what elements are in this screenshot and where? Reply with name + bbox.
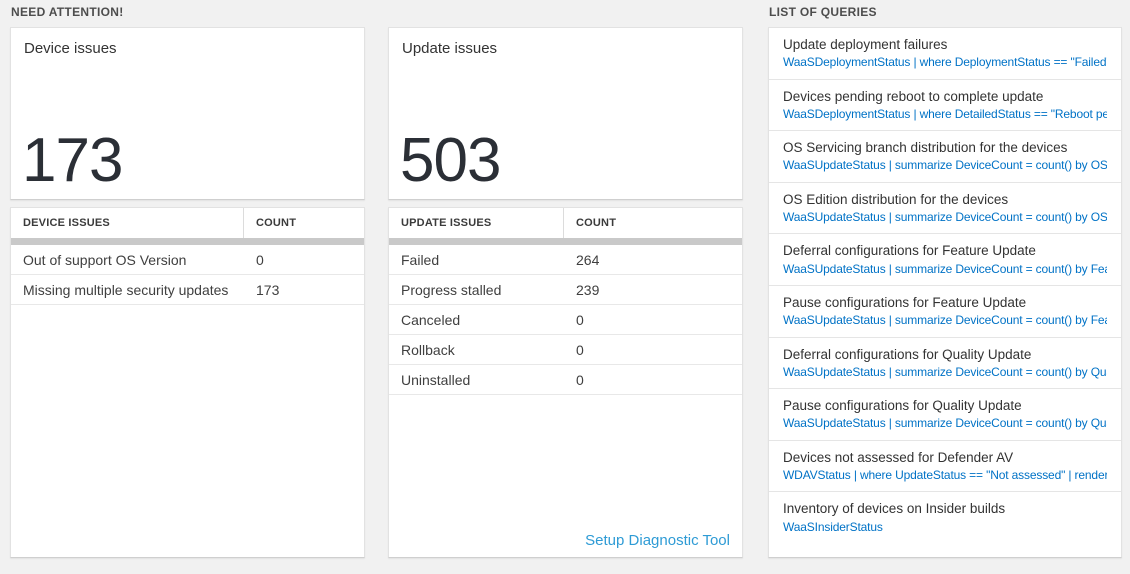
cell-issue-label: Out of support OS Version: [23, 251, 187, 268]
table-header-row: UPDATE ISSUES COUNT: [389, 208, 742, 238]
query-title: Deferral configurations for Feature Upda…: [783, 243, 1036, 259]
table-row[interactable]: Canceled 0: [389, 305, 742, 335]
table-header-row: DEVICE ISSUES COUNT: [11, 208, 364, 238]
cell-issue-label: Progress stalled: [401, 281, 502, 298]
column-header-device-issues: DEVICE ISSUES: [11, 208, 244, 238]
setup-diagnostic-tool-link[interactable]: Setup Diagnostic Tool: [585, 532, 730, 549]
cell-count: 264: [576, 251, 600, 268]
cell-issue-label: Canceled: [401, 311, 461, 328]
query-text: WaaSUpdateStatus | summarize DeviceCount…: [783, 210, 1107, 225]
query-item[interactable]: Devices pending reboot to complete updat…: [769, 80, 1121, 132]
query-item[interactable]: Pause configurations for Quality Update …: [769, 389, 1121, 441]
column-header-count: COUNT: [256, 217, 297, 229]
query-item[interactable]: Deferral configurations for Feature Upda…: [769, 234, 1121, 287]
cell-count: 173: [256, 281, 280, 298]
update-issues-count: 503: [400, 125, 501, 195]
device-issues-table: DEVICE ISSUES COUNT Out of support OS Ve…: [10, 207, 365, 558]
query-text: WaaSDeploymentStatus | where DetailedSta…: [783, 106, 1107, 121]
query-item[interactable]: Deferral configurations for Quality Upda…: [769, 338, 1121, 390]
query-text: WaaSDeploymentStatus | where DeploymentS…: [783, 55, 1107, 70]
query-item[interactable]: OS Edition distribution for the devices …: [769, 183, 1121, 235]
list-of-queries-section-header: LIST OF QUERIES: [769, 5, 877, 19]
cell-count: 0: [576, 311, 584, 328]
update-issues-tile[interactable]: Update issues 503: [388, 27, 743, 200]
query-title: Deferral configurations for Quality Upda…: [783, 346, 1032, 362]
query-item[interactable]: Devices not assessed for Defender AV WDA…: [769, 441, 1121, 493]
device-issues-tile[interactable]: Device issues 173: [10, 27, 365, 200]
table-row[interactable]: Uninstalled 0: [389, 365, 742, 395]
cell-count: 0: [576, 341, 584, 358]
cell-count: 0: [576, 371, 584, 388]
query-item[interactable]: Inventory of devices on Insider builds W…: [769, 492, 1121, 543]
cell-issue-label: Rollback: [401, 341, 455, 358]
query-item[interactable]: Pause configurations for Feature Update …: [769, 286, 1121, 338]
table-row[interactable]: Out of support OS Version 0: [11, 245, 364, 275]
query-title: OS Servicing branch distribution for the…: [783, 140, 1068, 156]
query-title: Pause configurations for Feature Update: [783, 295, 1027, 311]
need-attention-section-header: NEED ATTENTION!: [11, 5, 124, 19]
query-text: WaaSUpdateStatus | summarize DeviceCount…: [783, 158, 1107, 173]
tile-title: Device issues: [24, 40, 117, 57]
cell-count: 0: [256, 251, 264, 268]
update-issues-table: UPDATE ISSUES COUNT Failed 264 Progress …: [388, 207, 743, 558]
query-title: Devices pending reboot to complete updat…: [783, 88, 1044, 104]
table-row[interactable]: Missing multiple security updates 173: [11, 275, 364, 305]
query-item[interactable]: OS Servicing branch distribution for the…: [769, 131, 1121, 183]
query-text: WaaSUpdateStatus | summarize DeviceCount…: [783, 261, 1107, 276]
cell-issue-label: Failed: [401, 251, 440, 268]
query-text: WaaSInsiderStatus: [783, 519, 883, 534]
cell-issue-label: Missing multiple security updates: [23, 281, 229, 298]
table-row[interactable]: Progress stalled 239: [389, 275, 742, 305]
device-issues-count: 173: [22, 125, 123, 195]
query-text: WaaSUpdateStatus | summarize DeviceCount…: [783, 364, 1107, 379]
query-title: Pause configurations for Quality Update: [783, 398, 1022, 414]
query-text: WaaSUpdateStatus | summarize DeviceCount…: [783, 313, 1107, 328]
table-header-divider-bar: [11, 238, 364, 245]
query-item[interactable]: Update deployment failures WaaSDeploymen…: [769, 28, 1121, 80]
table-row[interactable]: Rollback 0: [389, 335, 742, 365]
query-text: WaaSUpdateStatus | summarize DeviceCount…: [783, 416, 1107, 431]
query-title: Update deployment failures: [783, 37, 948, 52]
cell-count: 239: [576, 281, 600, 298]
column-header-count: COUNT: [576, 217, 617, 229]
query-title: OS Edition distribution for the devices: [783, 191, 1009, 207]
query-text: WDAVStatus | where UpdateStatus == "Not …: [783, 468, 1107, 483]
query-title: Devices not assessed for Defender AV: [783, 449, 1014, 465]
list-of-queries-panel: Update deployment failures WaaSDeploymen…: [768, 27, 1122, 558]
query-title: Inventory of devices on Insider builds: [783, 501, 1006, 517]
tile-title: Update issues: [402, 40, 498, 57]
table-row[interactable]: Failed 264: [389, 245, 742, 275]
table-header-divider-bar: [389, 238, 742, 245]
cell-issue-label: Uninstalled: [401, 371, 471, 388]
column-header-update-issues: UPDATE ISSUES: [389, 208, 564, 238]
